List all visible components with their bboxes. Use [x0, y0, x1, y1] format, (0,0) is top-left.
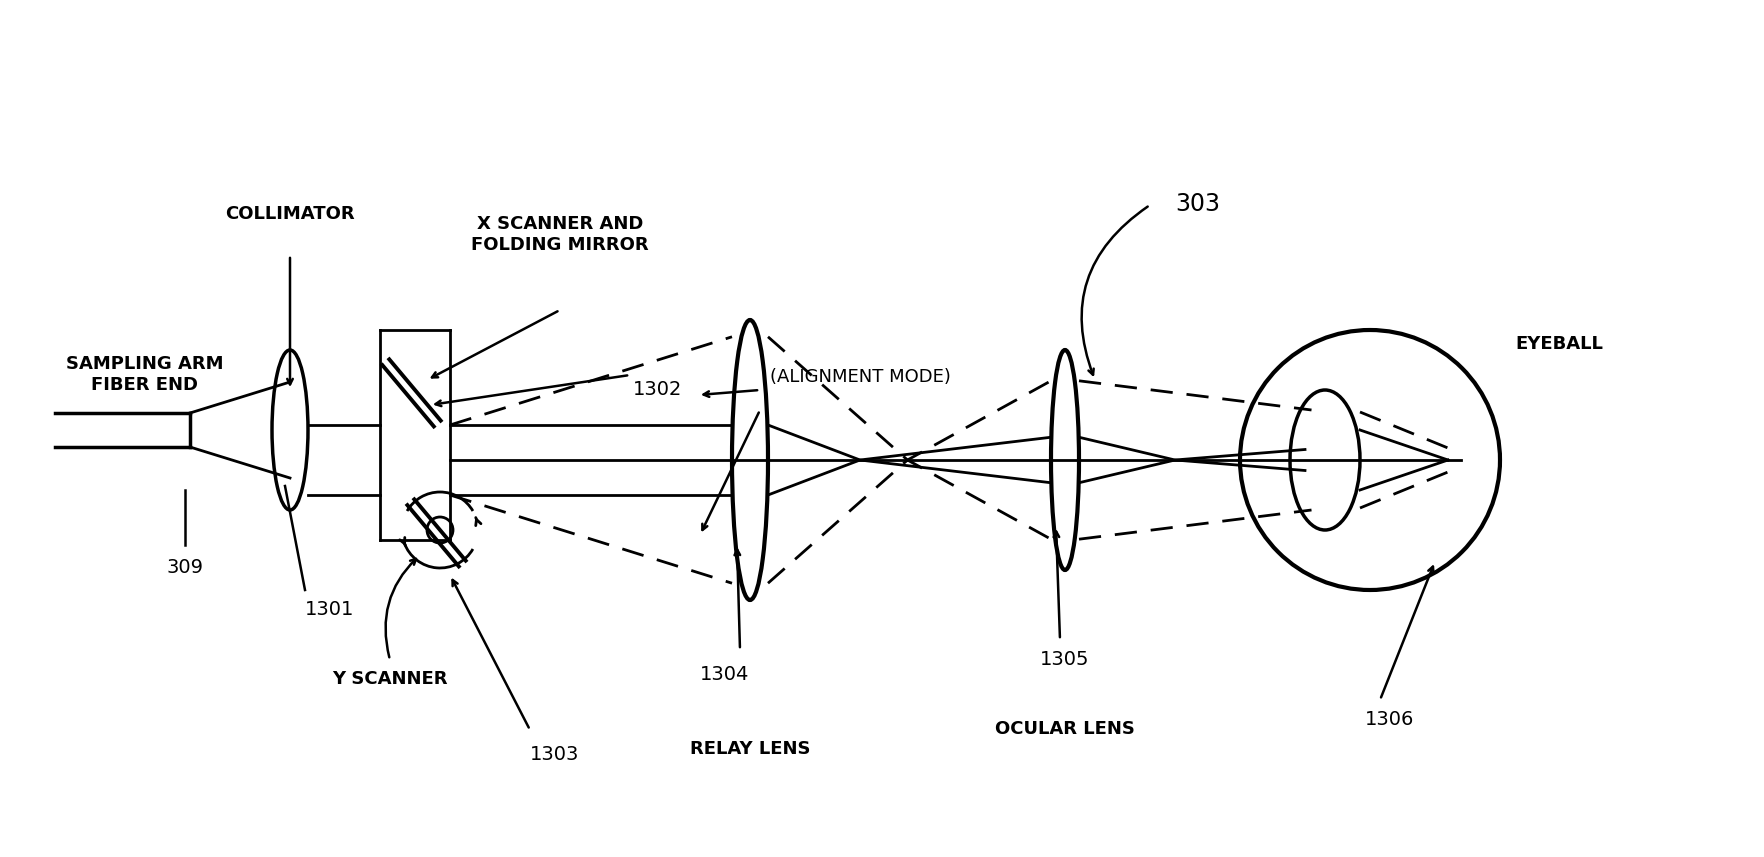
Text: RELAY LENS: RELAY LENS — [690, 740, 810, 758]
Text: (ALIGNMENT MODE): (ALIGNMENT MODE) — [769, 368, 951, 386]
Text: SAMPLING ARM
FIBER END: SAMPLING ARM FIBER END — [67, 355, 224, 394]
Text: COLLIMATOR: COLLIMATOR — [226, 205, 355, 223]
Text: 1305: 1305 — [1039, 650, 1088, 669]
Text: 1301: 1301 — [305, 600, 355, 619]
Text: X SCANNER AND
FOLDING MIRROR: X SCANNER AND FOLDING MIRROR — [471, 215, 649, 254]
Text: 1304: 1304 — [700, 665, 750, 684]
Text: 1303: 1303 — [529, 745, 579, 764]
Text: EYEBALL: EYEBALL — [1514, 335, 1602, 353]
Text: 1306: 1306 — [1364, 710, 1413, 729]
Text: Y SCANNER: Y SCANNER — [332, 670, 448, 688]
Text: OCULAR LENS: OCULAR LENS — [995, 720, 1134, 738]
Text: 309: 309 — [166, 558, 203, 577]
Text: 303: 303 — [1175, 192, 1219, 216]
Text: 1302: 1302 — [633, 380, 683, 399]
